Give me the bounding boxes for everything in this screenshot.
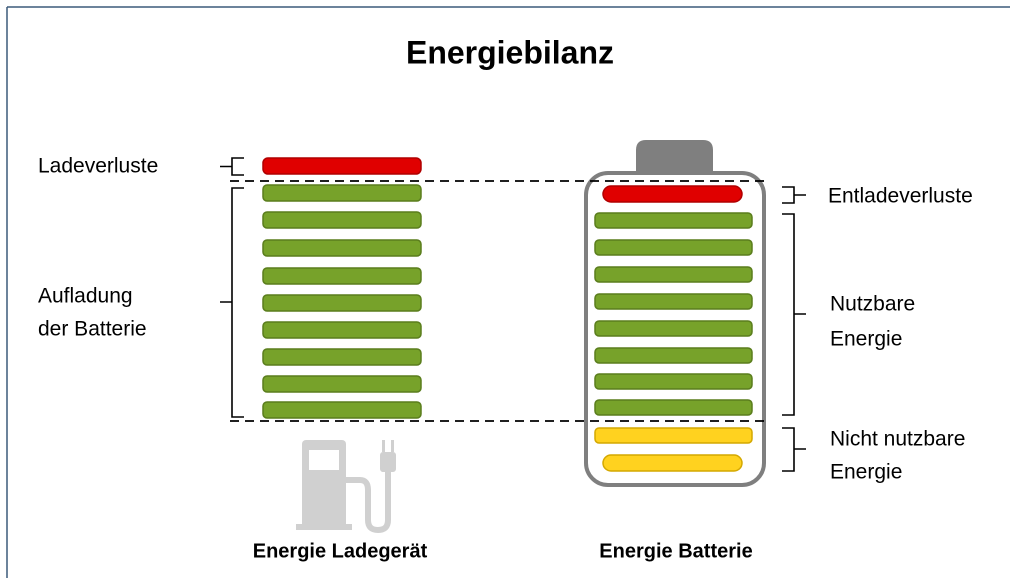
caption: Energie Ladegerät bbox=[253, 540, 428, 562]
title: Energiebilanz bbox=[406, 34, 614, 70]
charger-icon bbox=[296, 440, 396, 534]
label: Aufladung bbox=[38, 285, 133, 308]
charger-bars bbox=[262, 157, 422, 419]
label: Energie bbox=[830, 461, 902, 484]
label: Nutzbare bbox=[830, 293, 915, 316]
label: Nicht nutzbare bbox=[830, 428, 965, 451]
battery bbox=[584, 140, 766, 487]
label: der Batterie bbox=[38, 318, 147, 341]
caption: Energie Batterie bbox=[599, 540, 752, 562]
label: Entladeverluste bbox=[828, 185, 973, 208]
label: Energie bbox=[830, 328, 902, 351]
label: Ladeverluste bbox=[38, 155, 158, 178]
brackets bbox=[220, 157, 806, 472]
